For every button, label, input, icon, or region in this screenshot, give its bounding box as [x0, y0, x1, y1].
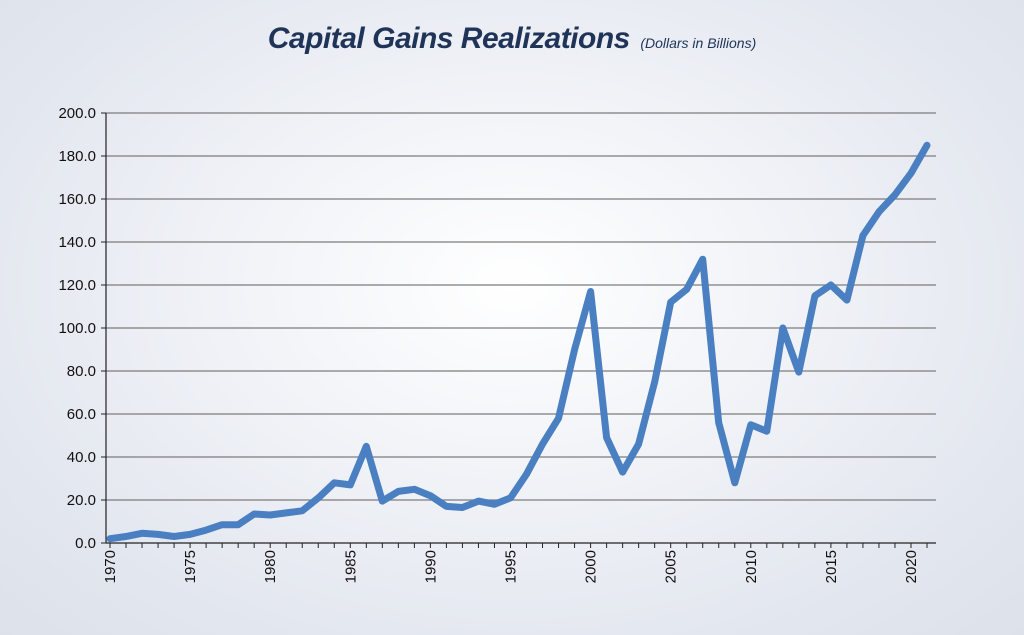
- y-tick-label-1: 20.0: [67, 492, 96, 509]
- data-point-2014: [814, 295, 816, 297]
- data-point-2021: [926, 144, 928, 146]
- x-tick-label-9: 2015: [823, 550, 840, 583]
- axes: [101, 112, 936, 548]
- series-line-0: [106, 141, 931, 543]
- data-point-1981: [285, 512, 287, 514]
- data-point-1985: [349, 484, 351, 486]
- y-tick-label-9: 180.0: [58, 148, 96, 165]
- series: [106, 141, 931, 543]
- y-tick-labels: 0.0 20.0 40.0 60.0 80.0 100.0 120.0 140.0 160.0 1…: [58, 105, 96, 552]
- y-tick-label-10: 200.0: [58, 105, 96, 122]
- data-point-1994: [494, 503, 495, 505]
- y-tick-label-0: 0.0: [75, 535, 96, 552]
- data-point-2004: [654, 381, 656, 383]
- data-point-2013: [798, 371, 800, 373]
- x-tick-label-5: 1995: [502, 550, 519, 583]
- data-point-2007: [702, 258, 704, 260]
- data-point-1989: [413, 488, 415, 490]
- data-point-2002: [622, 471, 624, 473]
- y-tick-label-2: 40.0: [67, 449, 96, 466]
- chart-subtitle: (Dollars in Billions): [640, 35, 757, 51]
- data-point-2017: [862, 235, 864, 237]
- x-tick-label-4: 1990: [422, 550, 439, 583]
- data-point-1975: [189, 533, 191, 535]
- y-tick-label-7: 140.0: [58, 234, 96, 251]
- x-tick-label-7: 2005: [663, 550, 680, 583]
- x-tick-label-2: 1980: [262, 550, 279, 583]
- x-tick-labels: 1970 1975 1980 1985 1990 1995 2000 2005 2010 2015…: [102, 550, 920, 583]
- data-point-2000: [590, 291, 592, 292]
- data-point-1979: [253, 513, 255, 515]
- data-point-2011: [766, 430, 768, 432]
- x-tick-label-6: 2000: [583, 550, 600, 583]
- data-point-2018: [878, 211, 880, 213]
- data-point-1993: [478, 500, 479, 502]
- data-point-1970: [109, 538, 111, 540]
- data-point-1998: [558, 417, 559, 419]
- data-point-1980: [269, 514, 271, 516]
- x-tick-label-0: 1970: [102, 550, 119, 583]
- x-tick-label-3: 1985: [342, 550, 359, 583]
- y-tick-label-4: 80.0: [67, 363, 96, 380]
- data-point-1986: [365, 445, 367, 447]
- data-point-1999: [574, 349, 576, 350]
- data-point-1990: [429, 495, 431, 497]
- data-point-2003: [638, 443, 640, 445]
- data-point-1984: [333, 482, 335, 484]
- y-tick-label-5: 100.0: [58, 320, 96, 337]
- x-tick-label-8: 2010: [743, 550, 760, 583]
- data-point-1978: [237, 524, 239, 526]
- data-point-1973: [157, 533, 159, 535]
- data-point-1974: [173, 536, 175, 537]
- data-point-2006: [686, 288, 688, 290]
- y-tick-label-3: 60.0: [67, 406, 96, 423]
- chart-title-block: Capital Gains Realizations (Dollars in B…: [0, 22, 1024, 56]
- data-point-2008: [718, 422, 720, 424]
- chart-title: Capital Gains Realizations: [267, 22, 631, 55]
- data-point-2010: [750, 424, 752, 426]
- data-point-1996: [526, 473, 527, 475]
- data-point-1983: [317, 497, 319, 499]
- data-point-2012: [782, 327, 784, 329]
- y-tick-label-8: 160.0: [58, 191, 96, 208]
- data-point-2005: [670, 301, 672, 303]
- data-point-1995: [510, 497, 511, 499]
- data-point-1971: [125, 536, 127, 537]
- data-point-1987: [381, 500, 383, 502]
- data-point-2019: [894, 194, 896, 196]
- data-point-2020: [910, 172, 912, 174]
- data-point-1982: [301, 510, 303, 512]
- gridlines: [106, 112, 936, 501]
- data-point-2001: [606, 437, 608, 439]
- data-point-1991: [445, 505, 447, 507]
- data-point-1976: [205, 529, 207, 531]
- data-point-2015: [830, 284, 832, 286]
- data-point-1972: [141, 532, 143, 534]
- data-point-2009: [734, 482, 736, 484]
- x-tick-label-10: 2020: [903, 550, 920, 583]
- y-tick-label-6: 120.0: [58, 277, 96, 294]
- data-point-1977: [221, 524, 223, 526]
- data-point-1997: [542, 443, 543, 445]
- data-point-1992: [461, 507, 463, 508]
- data-point-1988: [397, 490, 399, 492]
- data-point-2016: [846, 299, 848, 301]
- x-tick-label-1: 1975: [182, 550, 199, 583]
